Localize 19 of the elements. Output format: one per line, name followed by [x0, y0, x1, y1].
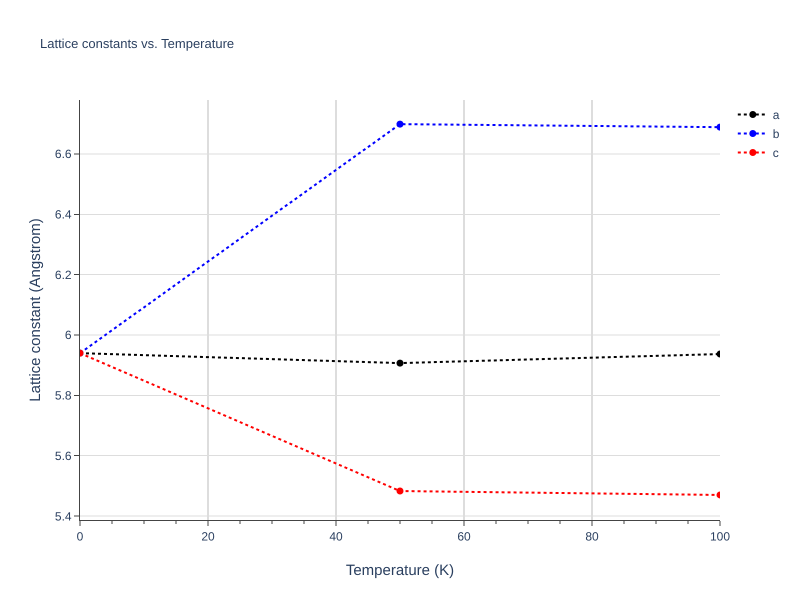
y-tick-label: 5.6: [54, 448, 72, 463]
y-tick-label: 5.4: [54, 509, 72, 524]
legend-label: a: [772, 108, 780, 122]
x-tick-label: 0: [76, 529, 84, 544]
y-tick-label: 6.6: [54, 147, 72, 162]
x-tick-label: 100: [710, 529, 730, 544]
y-axis-title: Lattice constant (Angstrom): [27, 218, 44, 402]
y-tick-label: 6.2: [54, 268, 72, 282]
x-tick-label: 80: [585, 529, 599, 544]
y-tick-label: 6: [64, 328, 72, 342]
x-axis-title: Temperature (K): [346, 562, 454, 579]
chart-title: Lattice constants vs. Temperature: [40, 36, 234, 52]
x-tick-label: 60: [457, 529, 471, 544]
legend-label: b: [772, 127, 780, 142]
x-tick-label: 20: [201, 529, 215, 544]
x-tick-label: 40: [329, 529, 343, 544]
legend-label: c: [772, 146, 779, 160]
y-tick-label: 6.4: [54, 208, 72, 222]
y-tick-label: 5.8: [54, 388, 72, 403]
